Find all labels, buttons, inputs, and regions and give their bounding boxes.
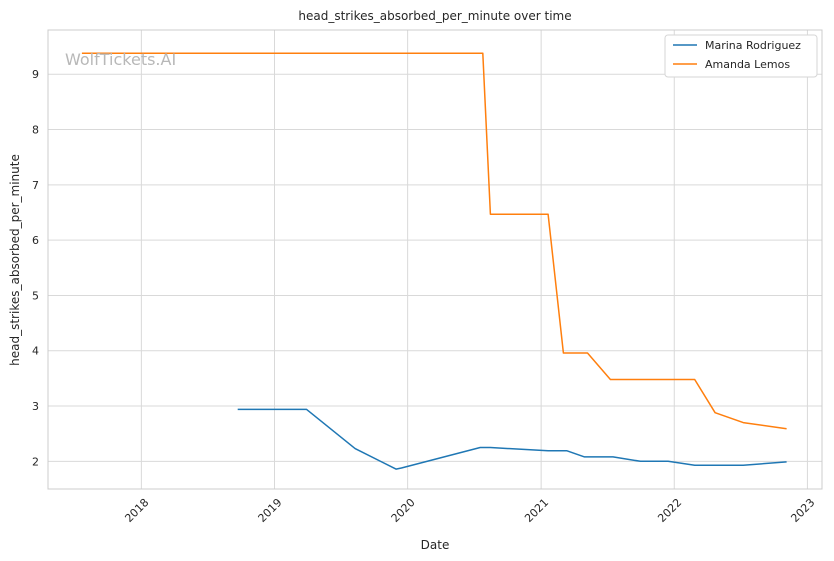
chart-title: head_strikes_absorbed_per_minute over ti… xyxy=(298,9,571,23)
y-tick-label: 5 xyxy=(32,289,39,302)
y-tick-label: 8 xyxy=(32,124,39,137)
y-axis-title: head_strikes_absorbed_per_minute xyxy=(8,154,22,366)
series-line-amanda-lemos xyxy=(81,52,787,430)
legend-box xyxy=(664,34,818,78)
series-line-marina-rodriguez xyxy=(237,408,787,470)
plot-frame xyxy=(47,29,823,490)
y-tick-label: 9 xyxy=(32,68,39,81)
legend-label-marina-rodriguez: Marina Rodriguez xyxy=(705,39,801,52)
legend: Marina Rodriguez Amanda Lemos xyxy=(664,34,818,78)
y-tick-label: 2 xyxy=(32,455,39,468)
legend-label-amanda-lemos: Amanda Lemos xyxy=(705,58,790,71)
x-axis-title: Date xyxy=(421,538,450,552)
y-axis-ticks: 2 3 4 5 6 7 8 9 xyxy=(32,68,39,468)
grid xyxy=(48,30,822,489)
series-layer xyxy=(81,52,787,470)
y-tick-label: 3 xyxy=(32,400,39,413)
y-tick-label: 6 xyxy=(32,234,39,247)
y-tick-label: 7 xyxy=(32,179,39,192)
y-tick-label: 4 xyxy=(32,345,39,358)
watermark: WolfTickets.AI xyxy=(65,50,176,69)
